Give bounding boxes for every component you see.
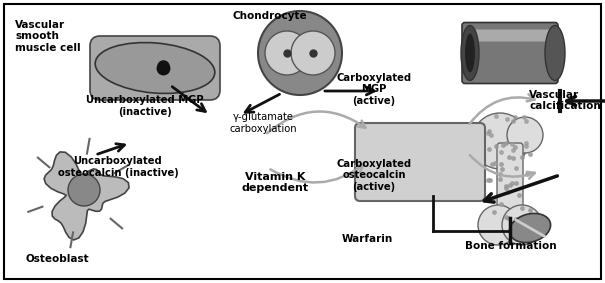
Text: Bone formation: Bone formation <box>465 241 557 251</box>
Text: γ-glutamate
carboxylation: γ-glutamate carboxylation <box>229 112 297 134</box>
Circle shape <box>291 31 335 75</box>
FancyBboxPatch shape <box>497 143 523 224</box>
Text: Osteoblast: Osteoblast <box>25 254 90 264</box>
Text: Vascular
calcification: Vascular calcification <box>529 90 601 111</box>
Circle shape <box>472 113 528 169</box>
Ellipse shape <box>465 34 475 72</box>
Text: Uncarboxylated MGP
(inactive): Uncarboxylated MGP (inactive) <box>87 95 204 117</box>
Circle shape <box>507 117 543 153</box>
Ellipse shape <box>95 42 215 93</box>
Circle shape <box>68 174 100 206</box>
Circle shape <box>478 205 518 245</box>
Text: Vitamin K
dependent: Vitamin K dependent <box>242 172 309 193</box>
FancyBboxPatch shape <box>355 123 485 201</box>
Text: Carboxylated
MGP
(active): Carboxylated MGP (active) <box>336 72 411 106</box>
Circle shape <box>258 11 342 95</box>
Text: Carboxylated
osteocalcin
(active): Carboxylated osteocalcin (active) <box>336 159 411 192</box>
FancyBboxPatch shape <box>90 36 220 100</box>
Polygon shape <box>44 152 129 240</box>
Text: Vascular
smooth
muscle cell: Vascular smooth muscle cell <box>15 20 80 53</box>
Circle shape <box>502 205 542 245</box>
Ellipse shape <box>509 213 551 243</box>
FancyBboxPatch shape <box>469 29 551 42</box>
Circle shape <box>265 31 309 75</box>
Text: Warfarin: Warfarin <box>342 234 393 244</box>
FancyBboxPatch shape <box>462 23 558 83</box>
Text: Chondrocyte: Chondrocyte <box>233 10 307 21</box>
Ellipse shape <box>461 25 479 80</box>
Text: Uncarboxylated
osteocalcin (inactive): Uncarboxylated osteocalcin (inactive) <box>57 156 178 178</box>
Ellipse shape <box>545 25 565 80</box>
